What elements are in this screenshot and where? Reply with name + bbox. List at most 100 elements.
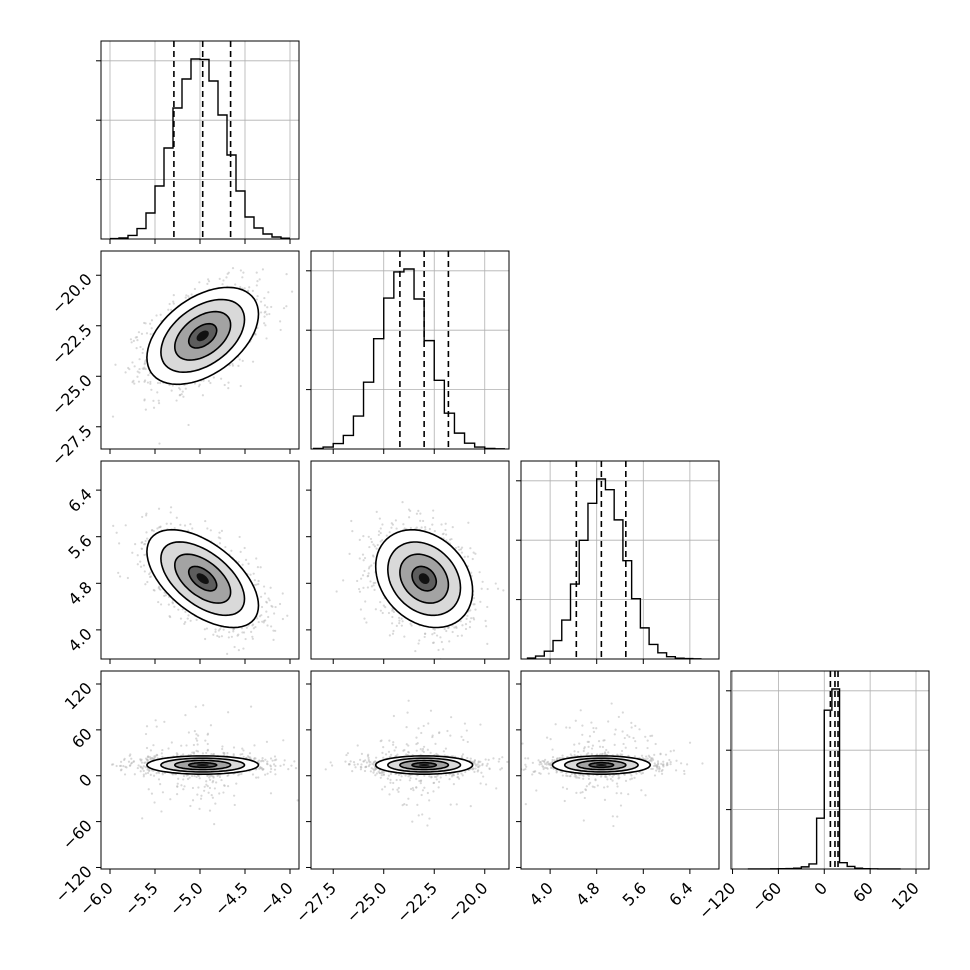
sample-point bbox=[145, 514, 148, 517]
histogram-panel-2 bbox=[516, 460, 720, 660]
sample-point bbox=[363, 556, 367, 560]
sample-point bbox=[377, 533, 380, 537]
sample-point bbox=[114, 363, 117, 366]
sample-point bbox=[366, 586, 370, 589]
sample-point bbox=[368, 545, 371, 549]
sample-point bbox=[398, 619, 401, 622]
sample-point bbox=[259, 300, 263, 303]
sample-point bbox=[467, 521, 470, 524]
sample-point bbox=[207, 280, 211, 283]
sample-point bbox=[457, 545, 460, 549]
sample-point bbox=[264, 310, 267, 313]
sample-point bbox=[193, 382, 197, 385]
sample-point bbox=[265, 313, 268, 316]
sample-point bbox=[423, 635, 426, 639]
sample-point bbox=[293, 760, 296, 763]
sample-point bbox=[401, 620, 404, 623]
sample-point bbox=[259, 595, 263, 598]
sample-point bbox=[381, 523, 384, 526]
sample-point bbox=[146, 537, 149, 540]
panel-content bbox=[335, 501, 505, 671]
sample-point bbox=[409, 622, 412, 625]
sample-point bbox=[392, 629, 395, 633]
sample-point bbox=[225, 276, 228, 279]
sample-point bbox=[473, 603, 476, 606]
sample-point bbox=[370, 585, 374, 588]
sample-point bbox=[400, 624, 403, 627]
sample-point bbox=[373, 588, 376, 591]
sample-point bbox=[290, 290, 294, 293]
sample-point bbox=[348, 552, 351, 555]
sample-point bbox=[212, 376, 215, 379]
sample-point bbox=[153, 589, 156, 592]
sample-point bbox=[486, 587, 489, 591]
sample-point bbox=[472, 597, 476, 600]
sample-point bbox=[180, 744, 183, 747]
sample-point bbox=[470, 617, 473, 620]
sample-point bbox=[239, 550, 242, 553]
sample-point bbox=[146, 381, 150, 384]
panel-frame bbox=[310, 250, 510, 450]
histogram-panel-1 bbox=[306, 250, 510, 450]
sample-point bbox=[254, 333, 257, 336]
sample-point bbox=[132, 339, 135, 342]
sample-point bbox=[463, 669, 465, 671]
sample-point bbox=[136, 375, 139, 378]
sample-point bbox=[222, 279, 225, 282]
sample-point bbox=[267, 615, 270, 619]
sample-point bbox=[198, 383, 201, 386]
scatter-panel-0-3 bbox=[100, 670, 300, 870]
sample-point bbox=[377, 530, 381, 533]
sample-point bbox=[418, 639, 421, 642]
sample-point bbox=[448, 538, 452, 541]
sample-point bbox=[263, 304, 267, 307]
sample-point bbox=[150, 792, 154, 795]
contour-line bbox=[173, 310, 232, 361]
sample-point bbox=[274, 629, 277, 632]
sample-point bbox=[256, 295, 259, 298]
sample-point bbox=[444, 522, 447, 525]
sample-point bbox=[236, 634, 239, 637]
sample-point bbox=[342, 579, 345, 582]
panel-content bbox=[110, 704, 299, 826]
sample-point bbox=[451, 630, 454, 634]
sample-point bbox=[133, 382, 136, 385]
sample-point bbox=[251, 360, 255, 363]
sample-point bbox=[460, 546, 464, 549]
sample-point bbox=[358, 538, 361, 542]
sample-point bbox=[142, 775, 145, 778]
sample-point bbox=[255, 271, 258, 274]
sample-point bbox=[169, 506, 173, 509]
sample-point bbox=[471, 557, 474, 561]
sample-point bbox=[441, 533, 444, 536]
sample-point bbox=[152, 744, 155, 747]
histogram-step bbox=[110, 58, 290, 240]
sample-point bbox=[381, 611, 384, 615]
sample-point bbox=[233, 803, 236, 807]
sample-point bbox=[179, 523, 182, 526]
contour-line bbox=[146, 528, 260, 629]
sample-point bbox=[258, 278, 261, 281]
sample-point bbox=[196, 750, 200, 753]
sample-point bbox=[189, 523, 192, 526]
contour-line bbox=[399, 553, 450, 604]
sample-point bbox=[281, 592, 284, 595]
sample-point bbox=[137, 331, 141, 334]
sample-point bbox=[146, 771, 150, 775]
sample-point bbox=[170, 308, 173, 311]
sample-point bbox=[267, 597, 270, 600]
sample-point bbox=[379, 601, 382, 604]
sample-point bbox=[184, 610, 187, 613]
sample-point bbox=[187, 614, 190, 617]
sample-point bbox=[371, 554, 375, 557]
sample-point bbox=[152, 399, 155, 402]
sample-point bbox=[150, 388, 153, 391]
sample-point bbox=[376, 543, 379, 547]
sample-point bbox=[391, 523, 394, 526]
scatter-panel-1-2 bbox=[310, 460, 510, 671]
sample-point bbox=[208, 778, 212, 781]
sample-point bbox=[249, 573, 252, 576]
sample-point bbox=[164, 594, 167, 597]
sample-point bbox=[184, 714, 187, 717]
sample-point bbox=[458, 548, 461, 551]
